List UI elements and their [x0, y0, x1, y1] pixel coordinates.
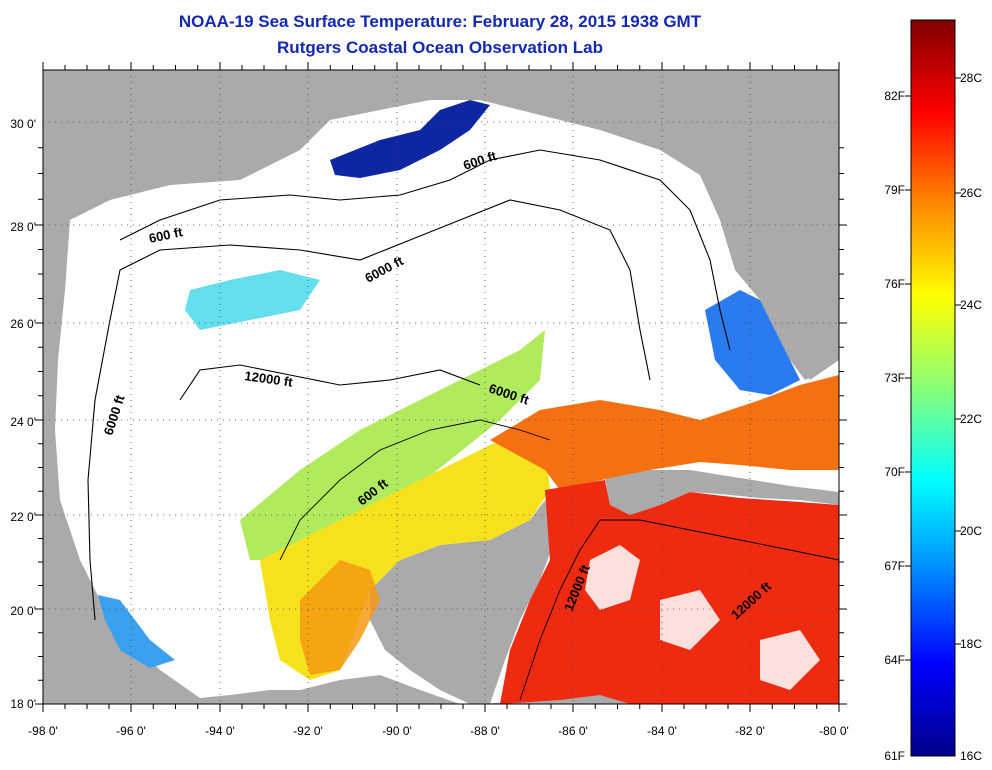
- map-subtitle: Rutgers Coastal Ocean Observation Lab: [277, 38, 603, 57]
- sst-red-caribbean: [500, 480, 839, 704]
- fahrenheit-label: 79F: [884, 183, 905, 197]
- celsius-label: 24C: [960, 298, 982, 312]
- contour-shelf-campeche: [279, 419, 551, 561]
- lat-label: 24 0': [10, 415, 36, 429]
- sst-cool-tampa: [705, 290, 800, 395]
- sst-cyan-southwest: [98, 595, 175, 668]
- celsius-label: 28C: [960, 71, 982, 85]
- cloud-patch-2: [660, 590, 720, 650]
- latitude-labels: 18 0' 20 0' 22 0' 24 0' 26 0' 28 0' 30 0…: [10, 117, 36, 711]
- celsius-label: 26C: [960, 186, 982, 200]
- fahrenheit-label: 76F: [884, 277, 905, 291]
- fahrenheit-label: 73F: [884, 371, 905, 385]
- colorbar-fahrenheit-labels: 82F 79F 76F 73F 70F 67F 64F 61F: [884, 89, 905, 763]
- lon-label: -80 0': [819, 724, 849, 738]
- fahrenheit-label: 70F: [884, 465, 905, 479]
- celsius-label: 20C: [960, 524, 982, 538]
- lon-label: -86 0': [558, 724, 588, 738]
- florida-peninsula: [720, 100, 839, 380]
- longitude-labels: -98 0' -96 0' -94 0' -92 0' -90 0' -88 0…: [28, 724, 849, 738]
- sst-orange-campeche: [300, 560, 380, 675]
- cuba-island: [605, 470, 839, 515]
- lon-label: -94 0': [205, 724, 235, 738]
- contour-caribbean: [519, 519, 839, 701]
- colorbar: [910, 19, 956, 757]
- cloud-patch-1: [585, 545, 640, 610]
- contour-12000ft: [179, 364, 481, 401]
- lon-label: -84 0': [647, 724, 677, 738]
- lon-label: -90 0': [382, 724, 412, 738]
- lon-label: -92 0': [293, 724, 323, 738]
- lon-label: -82 0': [735, 724, 765, 738]
- tick-marks: [35, 62, 847, 712]
- sst-cyan-west: [185, 270, 320, 330]
- fahrenheit-label: 61F: [884, 749, 905, 763]
- contour-6000ft: [87, 199, 651, 621]
- sst-cold-north: [330, 100, 490, 178]
- map-title: NOAA-19 Sea Surface Temperature: Februar…: [178, 12, 702, 31]
- lat-label: 28 0': [10, 220, 36, 234]
- lat-label: 22 0': [10, 510, 36, 524]
- colorbar-celsius-labels: 28C 26C 24C 22C 20C 18C 16C: [960, 71, 982, 763]
- sst-orange-loop: [490, 375, 839, 490]
- yucatan-peninsula: [370, 500, 555, 704]
- celsius-label: 22C: [960, 412, 982, 426]
- colorbar-ticks: [905, 77, 961, 661]
- fahrenheit-label: 64F: [884, 653, 905, 667]
- lon-label: -98 0': [28, 724, 58, 738]
- lat-label: 20 0': [10, 604, 36, 618]
- lon-label: -96 0': [116, 724, 146, 738]
- lat-label: 26 0': [10, 317, 36, 331]
- contour-label: 600 ft: [148, 224, 185, 246]
- celsius-label: 16C: [960, 749, 982, 763]
- contour-label: 12000 ft: [244, 368, 295, 390]
- contour-600ft: [119, 149, 731, 351]
- fahrenheit-label: 67F: [884, 559, 905, 573]
- cloud-patch-3: [760, 630, 820, 690]
- fahrenheit-label: 82F: [884, 89, 905, 103]
- lat-label: 30 0': [10, 117, 36, 131]
- lon-label: -88 0': [470, 724, 500, 738]
- lat-label: 18 0': [10, 697, 36, 711]
- celsius-label: 18C: [960, 637, 982, 651]
- graticule: [43, 70, 839, 704]
